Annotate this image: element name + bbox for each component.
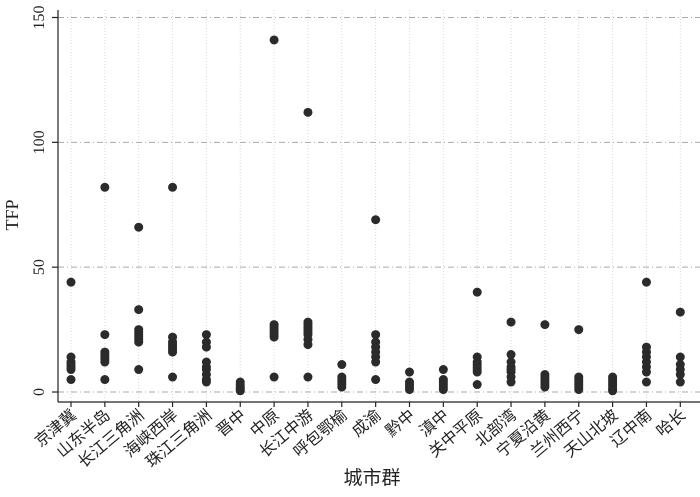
data-point <box>371 330 381 340</box>
data-point <box>337 360 347 370</box>
data-point <box>472 287 482 297</box>
data-point <box>168 182 178 192</box>
data-point <box>506 377 516 387</box>
data-point <box>201 377 211 387</box>
data-point <box>134 305 144 315</box>
data-point <box>66 365 76 375</box>
data-point <box>472 380 482 390</box>
data-point <box>134 365 144 375</box>
data-point <box>337 382 347 392</box>
y-tick-label: 100 <box>31 130 48 154</box>
data-point <box>100 330 110 340</box>
data-point <box>540 320 550 330</box>
data-point <box>269 332 279 342</box>
y-tick-label: 50 <box>31 259 48 275</box>
data-point <box>269 372 279 382</box>
y-tick-label: 150 <box>31 5 48 29</box>
data-point <box>641 277 651 287</box>
data-point <box>506 350 516 360</box>
data-point <box>540 382 550 392</box>
data-point <box>100 357 110 367</box>
y-axis-label: TFP <box>2 199 22 230</box>
data-point <box>675 370 685 380</box>
data-point <box>168 372 178 382</box>
data-point <box>675 377 685 387</box>
data-point <box>303 372 313 382</box>
data-point <box>574 325 584 335</box>
data-point <box>201 342 211 352</box>
data-point <box>66 375 76 385</box>
data-point <box>405 385 414 395</box>
data-point <box>100 375 110 385</box>
data-point <box>472 367 482 377</box>
data-point <box>168 347 178 357</box>
data-point <box>269 35 279 45</box>
x-tick-label: 黔中 <box>382 406 418 440</box>
data-point <box>100 182 110 192</box>
data-point <box>641 377 651 387</box>
data-point <box>371 215 381 225</box>
data-point <box>66 277 76 287</box>
x-tick-label: 晋中 <box>213 406 249 440</box>
data-point <box>134 222 144 232</box>
data-point <box>574 385 584 395</box>
x-tick-label: 哈长 <box>653 406 689 440</box>
data-point <box>641 367 651 377</box>
y-tick-label: 0 <box>31 388 48 396</box>
data-point <box>201 330 211 340</box>
data-point <box>235 386 245 396</box>
data-point <box>371 375 381 385</box>
data-point <box>675 307 685 317</box>
data-point <box>303 340 313 350</box>
data-point <box>506 317 516 327</box>
data-point <box>438 365 448 375</box>
data-point <box>675 352 685 362</box>
x-axis-label: 城市群 <box>343 467 400 489</box>
data-point <box>134 337 144 347</box>
data-point <box>371 357 381 367</box>
data-point <box>438 385 448 395</box>
data-point <box>608 386 618 396</box>
x-tick-label: 成渝 <box>348 406 384 440</box>
data-point <box>303 107 313 117</box>
data-point <box>405 367 414 377</box>
